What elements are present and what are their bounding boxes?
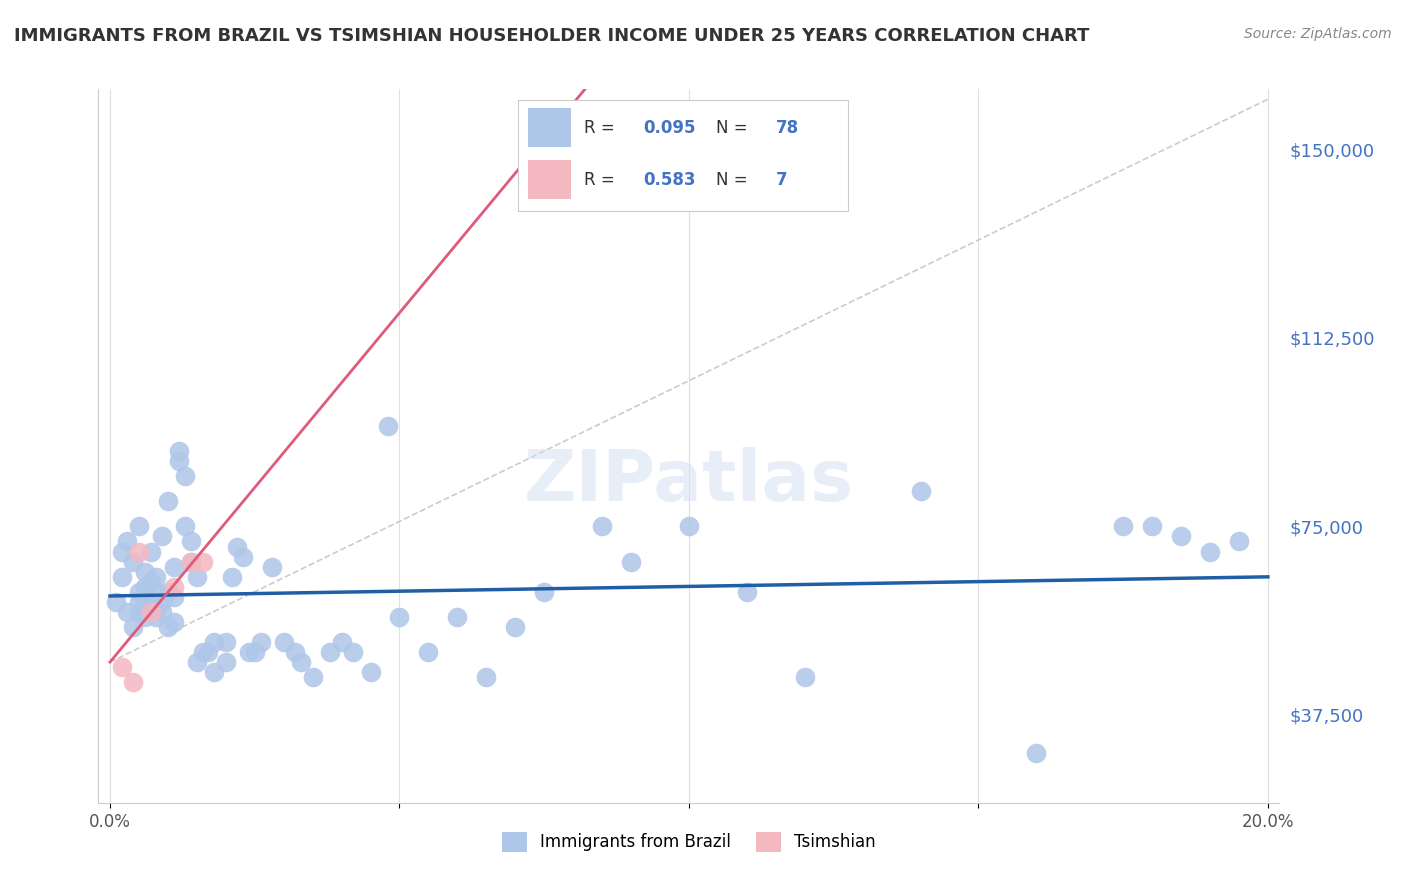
Point — [1170, 529, 1192, 543]
Point — [174, 519, 197, 533]
Point — [620, 555, 643, 569]
Point — [1227, 534, 1250, 549]
Point — [128, 605, 150, 619]
Point — [128, 519, 150, 533]
Point — [145, 569, 167, 583]
Point — [128, 595, 150, 609]
Point — [163, 580, 186, 594]
Point — [221, 569, 243, 583]
Point — [262, 559, 284, 574]
Point — [232, 549, 254, 564]
Point — [122, 620, 145, 634]
Point — [156, 584, 179, 599]
Point — [134, 580, 156, 594]
Point — [342, 645, 364, 659]
Point — [388, 610, 411, 624]
Point — [503, 620, 526, 634]
Point — [793, 670, 815, 684]
Point — [202, 635, 225, 649]
Point — [591, 519, 613, 533]
Point — [150, 605, 173, 619]
Point — [122, 555, 145, 569]
Point — [163, 559, 186, 574]
Point — [301, 670, 323, 684]
Point — [134, 565, 156, 579]
Point — [128, 584, 150, 599]
Point — [150, 595, 173, 609]
Point — [163, 590, 186, 604]
Point — [678, 519, 700, 533]
Point — [202, 665, 225, 680]
Point — [191, 645, 214, 659]
Point — [284, 645, 307, 659]
Point — [180, 555, 202, 569]
Point — [180, 534, 202, 549]
Legend: Immigrants from Brazil, Tsimshian: Immigrants from Brazil, Tsimshian — [495, 825, 883, 859]
Point — [145, 584, 167, 599]
Point — [145, 610, 167, 624]
Point — [1140, 519, 1163, 533]
Point — [446, 610, 468, 624]
Point — [273, 635, 295, 649]
Point — [533, 584, 555, 599]
Point — [139, 544, 162, 558]
Point — [330, 635, 353, 649]
Point — [1112, 519, 1135, 533]
Point — [139, 605, 162, 619]
Point — [134, 610, 156, 624]
Point — [110, 660, 132, 674]
Point — [418, 645, 440, 659]
Point — [156, 494, 179, 508]
Point — [110, 544, 132, 558]
Text: IMMIGRANTS FROM BRAZIL VS TSIMSHIAN HOUSEHOLDER INCOME UNDER 25 YEARS CORRELATIO: IMMIGRANTS FROM BRAZIL VS TSIMSHIAN HOUS… — [14, 27, 1090, 45]
Point — [128, 544, 150, 558]
Point — [319, 645, 342, 659]
Text: ZIPatlas: ZIPatlas — [524, 447, 853, 516]
Point — [134, 590, 156, 604]
Point — [735, 584, 758, 599]
Point — [186, 655, 208, 669]
Point — [377, 418, 399, 433]
Point — [197, 645, 219, 659]
Point — [290, 655, 312, 669]
Point — [117, 534, 139, 549]
Point — [156, 620, 179, 634]
Point — [249, 635, 271, 649]
Point — [243, 645, 266, 659]
Point — [169, 454, 191, 468]
Point — [169, 444, 191, 458]
Point — [110, 569, 132, 583]
Point — [150, 529, 173, 543]
Point — [180, 555, 202, 569]
Point — [215, 655, 238, 669]
Point — [186, 569, 208, 583]
Point — [163, 615, 186, 629]
Point — [1025, 746, 1047, 760]
Point — [360, 665, 382, 680]
Point — [191, 555, 214, 569]
Point — [475, 670, 498, 684]
Point — [238, 645, 260, 659]
Point — [215, 635, 238, 649]
Point — [104, 595, 127, 609]
Point — [174, 469, 197, 483]
Point — [226, 540, 249, 554]
Point — [910, 484, 932, 499]
Point — [122, 675, 145, 690]
Text: Source: ZipAtlas.com: Source: ZipAtlas.com — [1244, 27, 1392, 41]
Point — [139, 599, 162, 614]
Point — [139, 574, 162, 589]
Point — [1199, 544, 1222, 558]
Point — [117, 605, 139, 619]
